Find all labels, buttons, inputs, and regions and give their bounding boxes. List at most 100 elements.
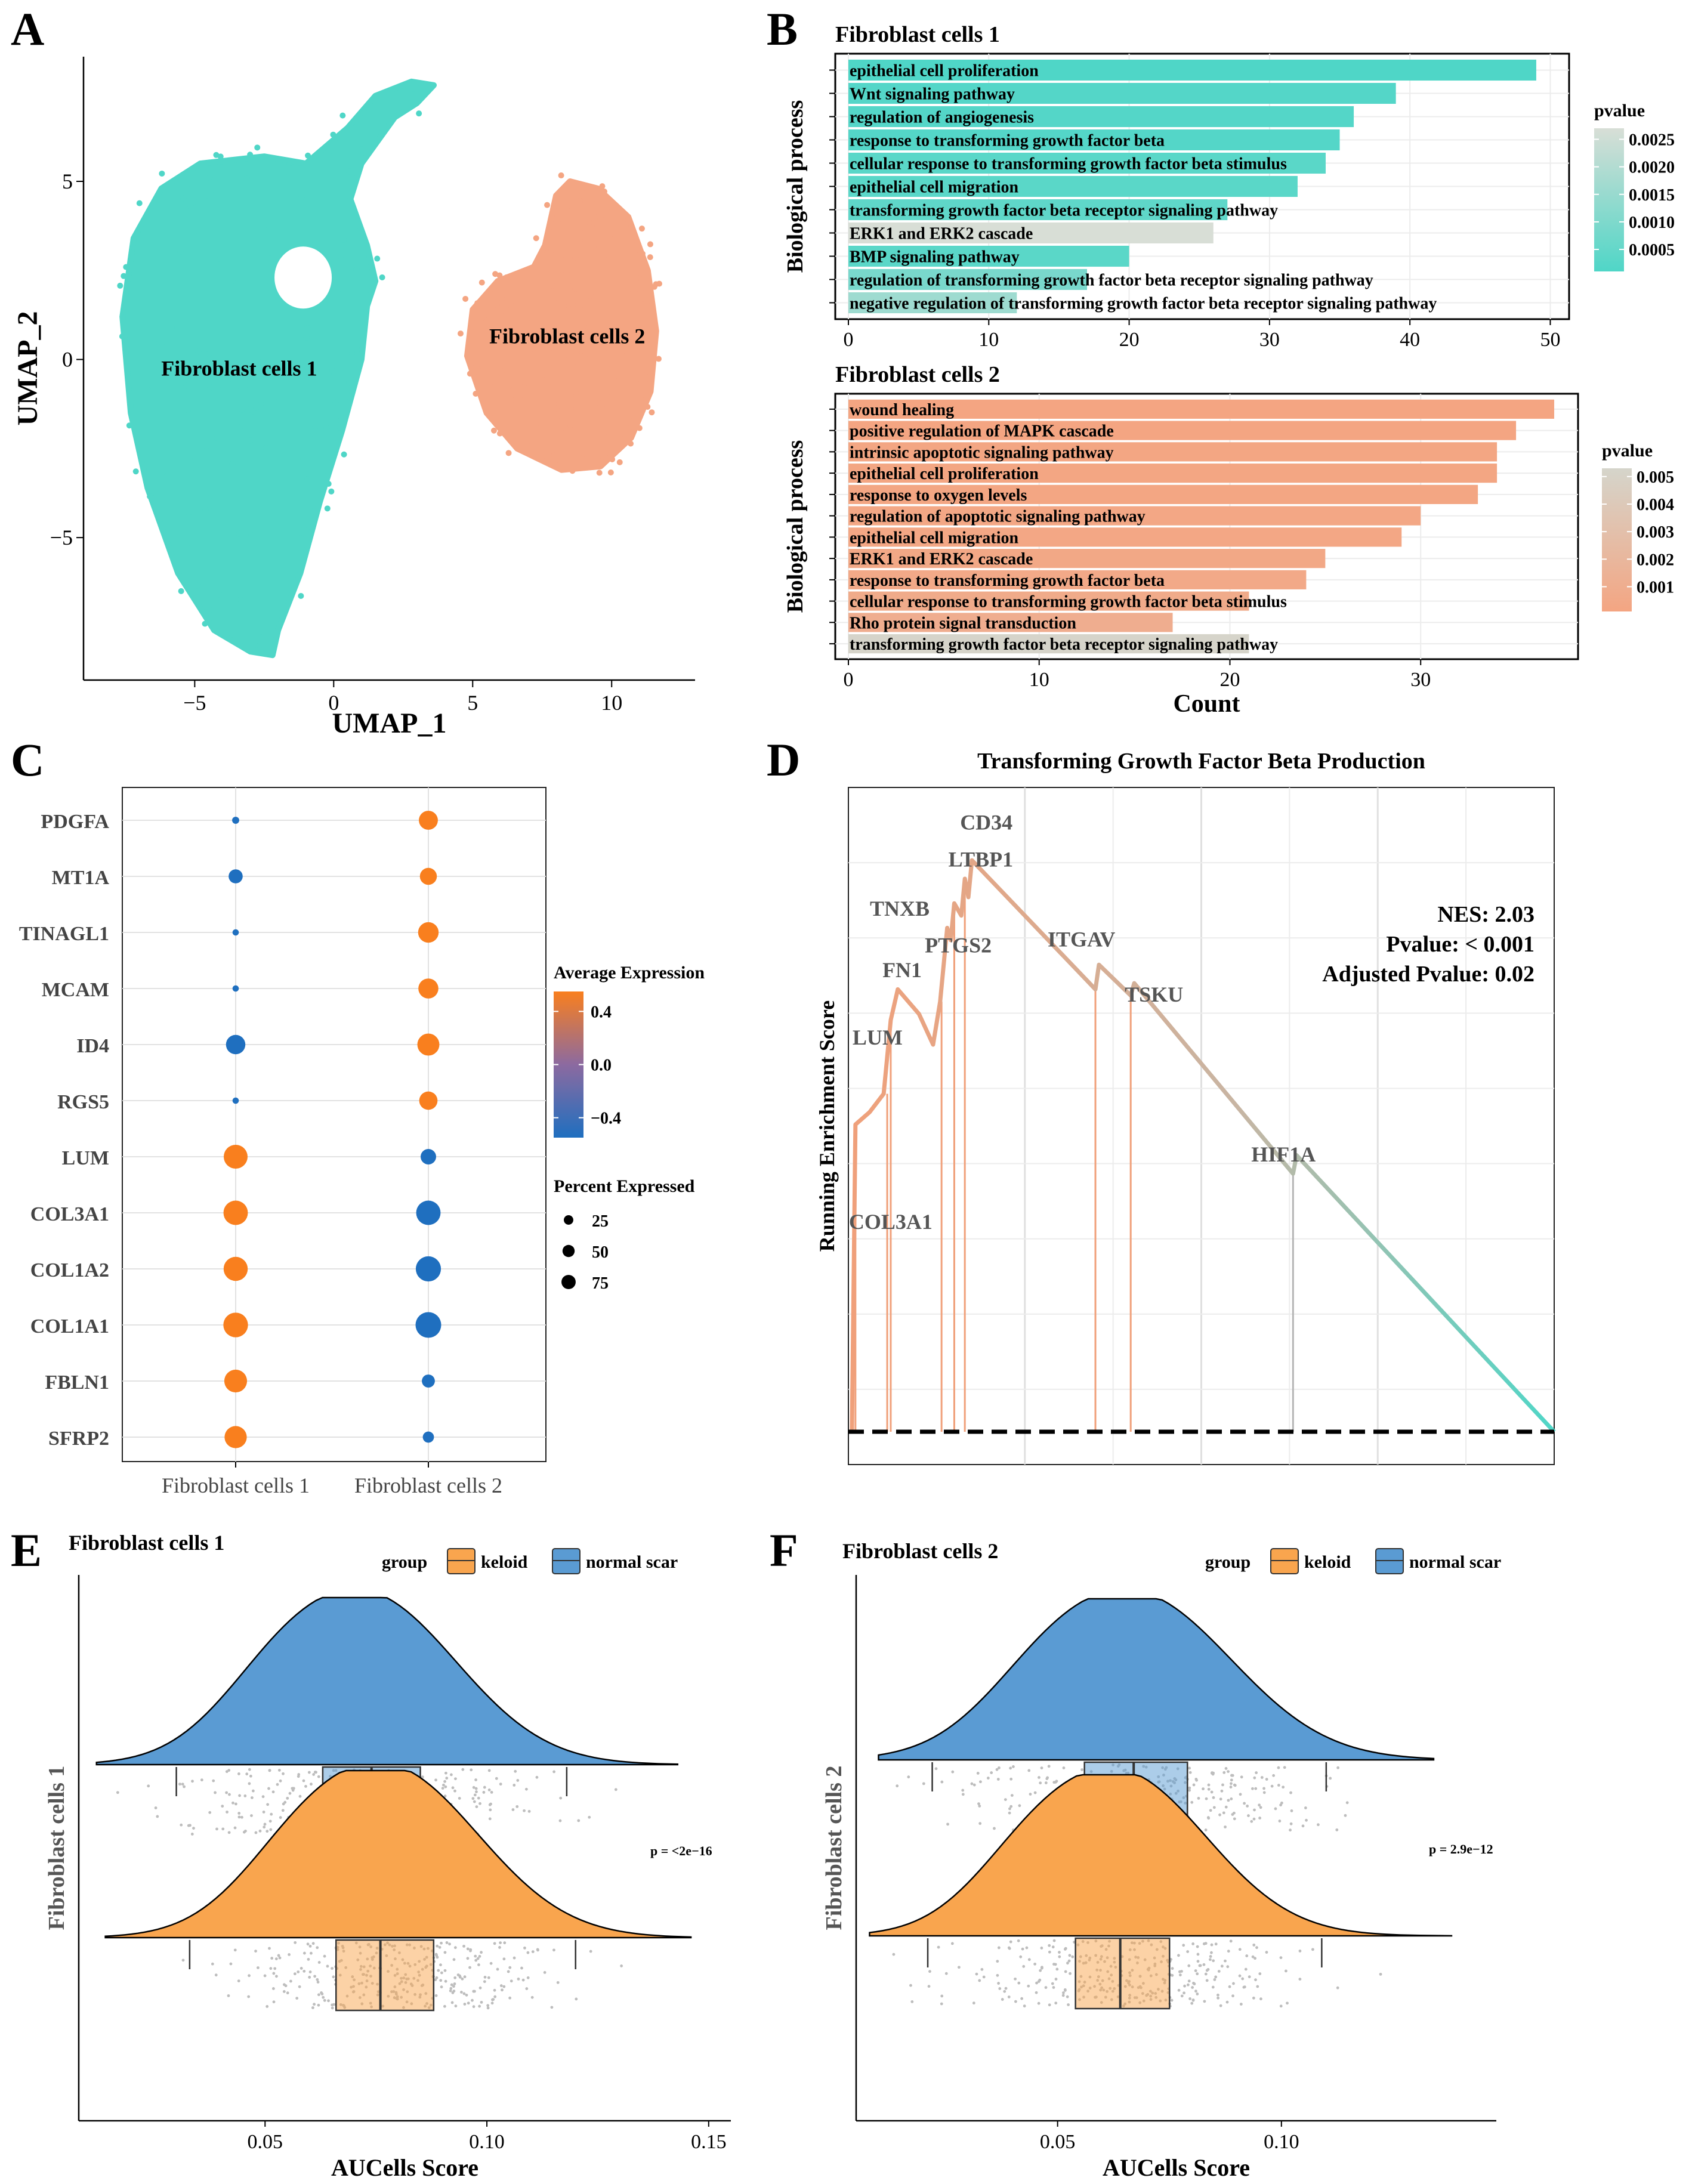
rain-jitter-point [1278,1820,1282,1822]
rain-jitter-point [483,1980,486,1984]
go-bar [848,292,1017,314]
umap-cell-point [518,425,524,432]
rain-jitter-point [1244,1967,1248,1971]
rain-jitter-point [240,1815,243,1819]
rain-jitter-point [462,1944,465,1948]
expression-dot [232,817,239,824]
go-y-axis-label: Biological process [783,440,808,613]
umap-cell-point [266,278,273,285]
rain-jitter-point [298,1794,302,1798]
go-legend-tick-label: 0.001 [1637,578,1674,597]
umap-cell-point [599,183,606,190]
rain-jitter-point [1188,1771,1192,1774]
rain-jitter-point [1214,1975,1218,1979]
umap-cell-point [267,255,274,262]
go-bar [848,613,1173,632]
rain-jitter-point [1170,1998,1174,2002]
rain-jitter-point [523,1946,526,1950]
rain-jitter-point [531,1950,535,1953]
rain-jitter-point [982,1975,986,1979]
rain-jitter-point [1211,1985,1215,1989]
rain-jitter-point [308,1944,312,1948]
rain-jitter-point [1230,1774,1233,1777]
rain-jitter-point [1009,1766,1012,1770]
rain-jitter-point [977,1802,980,1806]
rain-jitter-point [1298,1978,1302,1981]
gene-label: RGS5 [57,1091,109,1113]
rain-jitter-point [589,1950,592,1953]
umap-cell-point [541,372,547,378]
umap-cell-point [536,425,543,432]
umap-cell-point [260,185,266,191]
umap-cell-point [563,425,569,432]
rain-jitter-point [421,1775,424,1779]
rain-jitter-point [1038,1776,1040,1779]
rain-jitter-point [271,1987,275,1990]
umap-cell-point [147,493,153,500]
umap-cell-point [591,194,598,200]
rain-jitter-point [308,1976,311,1979]
rain-jitter-point [499,1984,503,1987]
rain-jitter-point [1008,1811,1011,1815]
rain-jitter-point [1029,1793,1032,1796]
umap-cell-point [349,350,356,357]
umap-cell-point [512,298,519,304]
rain-jitter-point [1231,1994,1234,1998]
umap-cell-point [522,379,529,386]
rain-jitter-point [1183,1984,1186,1988]
umap-cell-point [363,240,369,247]
umap-cell-point [467,370,473,377]
rain-jitter-point [552,1770,555,1774]
go-term-label: epithelial cell proliferation [850,465,1039,483]
umap-cluster-label: Fibroblast cells 2 [489,325,645,348]
umap-cell-point [490,427,497,434]
rain-jitter-point [323,1954,326,1958]
umap-cell-point [250,408,257,415]
rain-box [1075,1937,1171,2010]
rain-jitter-point [317,1961,321,1964]
go-bar [848,464,1498,483]
umap-cell-point [572,254,579,261]
rain-jitter-point [575,1997,578,2001]
rain-jitter-point [1192,1783,1196,1787]
umap-cell-point [179,428,186,434]
rain-jitter-point [1298,1950,1302,1953]
rain-jitter-point [1027,1958,1031,1961]
rain-jitter-point [1196,1993,1199,1995]
rain-jitter-point [543,1971,546,1974]
umap-cell-point [620,220,626,227]
umap-cell-point [538,257,544,264]
umap-panel: −5 0 5 10 5 0 −5 UMAP_1 UMAP_2 Fibroblast cells 1… [12,57,695,739]
rain-jitter-point [282,1772,285,1775]
umap-cell-point [550,382,557,389]
umap-cell-point [608,205,615,211]
rain-jitter-point [508,1996,512,2000]
umap-cell-point [337,425,344,431]
rain-jitter-point [316,1946,319,1950]
umap-cell-point [575,346,581,353]
umap-cell-point [267,378,274,384]
umap-cell-point [512,397,518,403]
rain-jitter-point [1051,1982,1054,1985]
rain-jitter-point [1280,1801,1283,1805]
go-term-label: epithelial cell migration [850,529,1018,547]
umap-cell-point [601,189,607,195]
rain-jitter-point [231,1801,234,1805]
umap-cell-point [583,329,589,335]
rain-jitter-point [307,1958,310,1961]
umap-cell-point [298,592,304,599]
rain-jitter-point [975,1972,978,1976]
rain-jitter-point [483,1785,486,1789]
umap-cell-point [567,422,574,428]
pct-legend-dot [562,1244,575,1258]
expr-legend-colorbar [554,991,583,1138]
rain-jitter-point [450,2001,454,2004]
rain-jitter-point [1066,1961,1069,1965]
rain-jitter-point [483,1975,487,1979]
rain-jitter-point [297,1773,301,1776]
rain-jitter-point [1231,1813,1234,1816]
rain-jitter-point [1061,1994,1065,1997]
umap-cell-point [617,435,623,441]
rain-jitter-point [237,1815,241,1819]
rain-jitter-point [320,1992,324,1995]
